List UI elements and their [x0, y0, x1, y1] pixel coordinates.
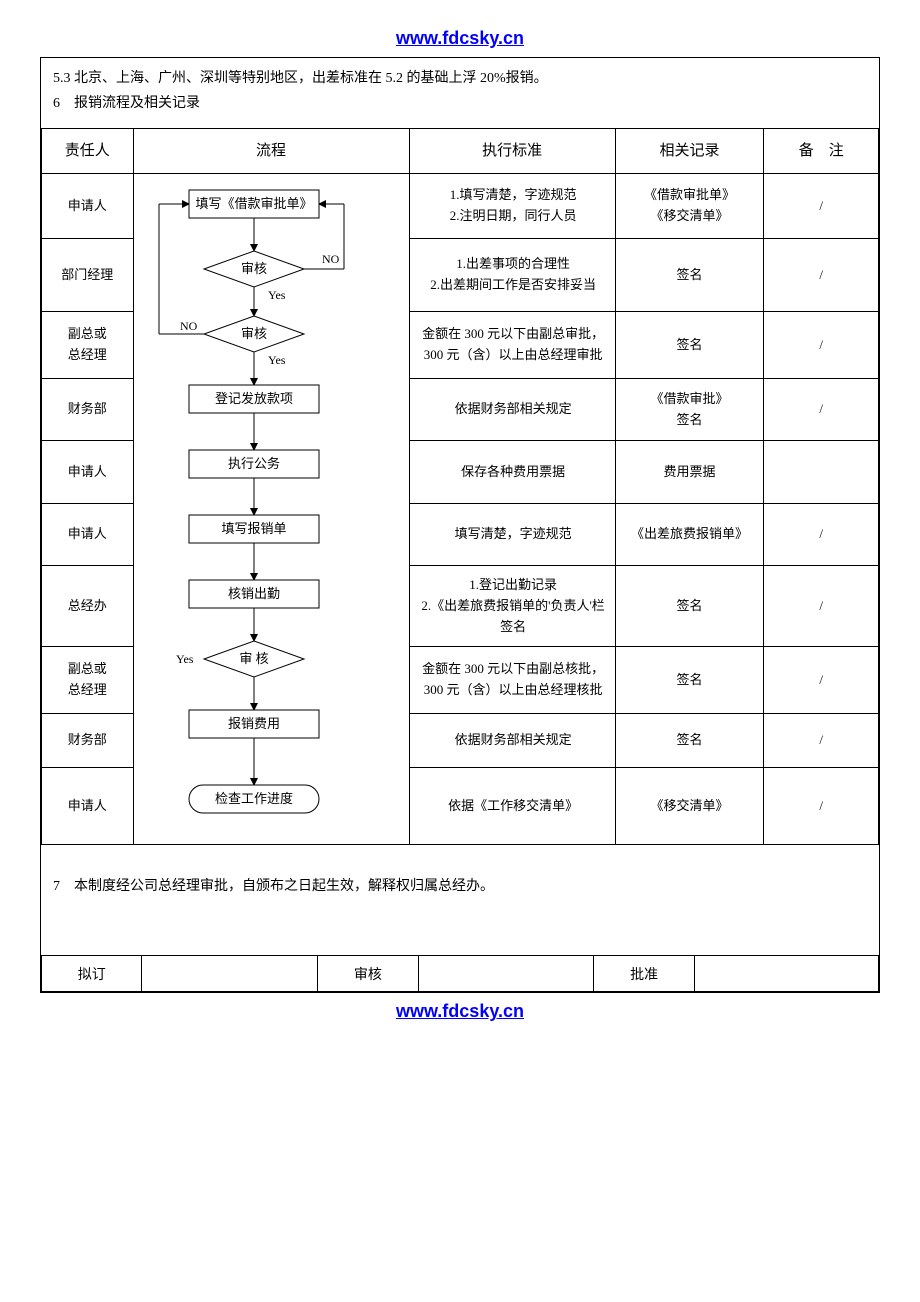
svg-text:Yes: Yes	[176, 652, 194, 666]
cell-standard: 金额在 300 元以下由副总核批，300 元（含）以上由总经理核批	[409, 647, 615, 714]
svg-text:核销出勤: 核销出勤	[228, 586, 280, 601]
cell-note: /	[764, 174, 879, 239]
cell-record: 《借款审批》签名	[615, 378, 764, 440]
signoff-review-label: 审核	[318, 956, 418, 992]
svg-text:审 核: 审 核	[239, 651, 268, 666]
cell-record: 签名	[615, 312, 764, 379]
header-responsible: 责任人	[42, 129, 134, 174]
cell-standard: 填写清楚，字迹规范	[409, 503, 615, 565]
cell-note: /	[764, 566, 879, 647]
cell-standard: 1.登记出勤记录2.《出差旅费报销单的'负责人'栏签名	[409, 566, 615, 647]
intro-line-2: 6 报销流程及相关记录	[53, 91, 867, 116]
cell-record: 《出差旅费报销单》	[615, 503, 764, 565]
cell-responsible: 财务部	[42, 378, 134, 440]
header-flow: 流程	[133, 129, 409, 174]
svg-text:NO: NO	[322, 252, 340, 266]
cell-responsible: 申请人	[42, 441, 134, 503]
cell-note	[764, 441, 879, 503]
table-header-row: 责任人 流程 执行标准 相关记录 备 注	[42, 129, 879, 174]
cell-record: 费用票据	[615, 441, 764, 503]
cell-note: /	[764, 647, 879, 714]
process-table: 责任人 流程 执行标准 相关记录 备 注 申请人NOYesNOYesYes填写《…	[41, 128, 879, 845]
svg-text:执行公务: 执行公务	[228, 456, 280, 471]
svg-text:NO: NO	[180, 319, 198, 333]
cell-record: 《移交清单》	[615, 767, 764, 845]
cell-record: 签名	[615, 647, 764, 714]
signoff-approve-label: 批准	[594, 956, 694, 992]
signoff-table: 拟订 审核 批准	[41, 955, 879, 992]
cell-note: /	[764, 378, 879, 440]
cell-responsible: 申请人	[42, 503, 134, 565]
cell-standard: 保存各种费用票据	[409, 441, 615, 503]
svg-text:填写《借款审批单》: 填写《借款审批单》	[195, 196, 312, 211]
cell-standard: 依据财务部相关规定	[409, 378, 615, 440]
closing-text: 7 本制度经公司总经理审批，自颁布之日起生效，解释权归属总经办。	[53, 875, 867, 895]
svg-text:审核: 审核	[241, 326, 267, 341]
cell-record: 签名	[615, 714, 764, 768]
closing-section: 7 本制度经公司总经理审批，自颁布之日起生效，解释权归属总经办。	[41, 845, 879, 955]
cell-responsible: 申请人	[42, 174, 134, 239]
intro-line-1: 5.3 北京、上海、广州、深圳等特别地区，出差标准在 5.2 的基础上浮 20%…	[53, 66, 867, 91]
document-frame: 5.3 北京、上海、广州、深圳等特别地区，出差标准在 5.2 的基础上浮 20%…	[40, 57, 880, 993]
cell-note: /	[764, 238, 879, 311]
cell-responsible: 财务部	[42, 714, 134, 768]
cell-responsible: 部门经理	[42, 238, 134, 311]
svg-text:Yes: Yes	[268, 353, 286, 367]
cell-responsible: 副总或总经理	[42, 312, 134, 379]
cell-standard: 金额在 300 元以下由副总审批，300 元（含）以上由总经理审批	[409, 312, 615, 379]
header-url: www.fdcsky.cn	[40, 28, 880, 49]
cell-standard: 依据财务部相关规定	[409, 714, 615, 768]
header-record: 相关记录	[615, 129, 764, 174]
cell-record: 签名	[615, 566, 764, 647]
svg-text:检查工作进度: 检查工作进度	[215, 791, 293, 806]
cell-record: 签名	[615, 238, 764, 311]
signoff-draft-label: 拟订	[42, 956, 142, 992]
svg-text:登记发放款项: 登记发放款项	[215, 391, 293, 406]
cell-note: /	[764, 767, 879, 845]
cell-note: /	[764, 714, 879, 768]
flowchart-cell: NOYesNOYesYes填写《借款审批单》审核审核登记发放款项执行公务填写报销…	[133, 174, 409, 845]
cell-responsible: 总经办	[42, 566, 134, 647]
cell-standard: 1.出差事项的合理性2.出差期间工作是否安排妥当	[409, 238, 615, 311]
svg-text:Yes: Yes	[268, 288, 286, 302]
cell-note: /	[764, 312, 879, 379]
svg-text:审核: 审核	[241, 261, 267, 276]
svg-text:填写报销单: 填写报销单	[221, 521, 286, 536]
footer-url: www.fdcsky.cn	[40, 1001, 880, 1022]
signoff-review-value	[418, 956, 594, 992]
cell-record: 《借款审批单》《移交清单》	[615, 174, 764, 239]
cell-standard: 依据《工作移交清单》	[409, 767, 615, 845]
cell-note: /	[764, 503, 879, 565]
signoff-draft-value	[142, 956, 318, 992]
header-note: 备 注	[764, 129, 879, 174]
table-row: 申请人NOYesNOYesYes填写《借款审批单》审核审核登记发放款项执行公务填…	[42, 174, 879, 239]
cell-standard: 1.填写清楚，字迹规范2.注明日期，同行人员	[409, 174, 615, 239]
svg-text:报销费用: 报销费用	[228, 716, 280, 731]
cell-responsible: 申请人	[42, 767, 134, 845]
header-standard: 执行标准	[409, 129, 615, 174]
cell-responsible: 副总或总经理	[42, 647, 134, 714]
signoff-row: 拟订 审核 批准	[42, 956, 879, 992]
intro-section: 5.3 北京、上海、广州、深圳等特别地区，出差标准在 5.2 的基础上浮 20%…	[41, 58, 879, 120]
signoff-approve-value	[694, 956, 878, 992]
